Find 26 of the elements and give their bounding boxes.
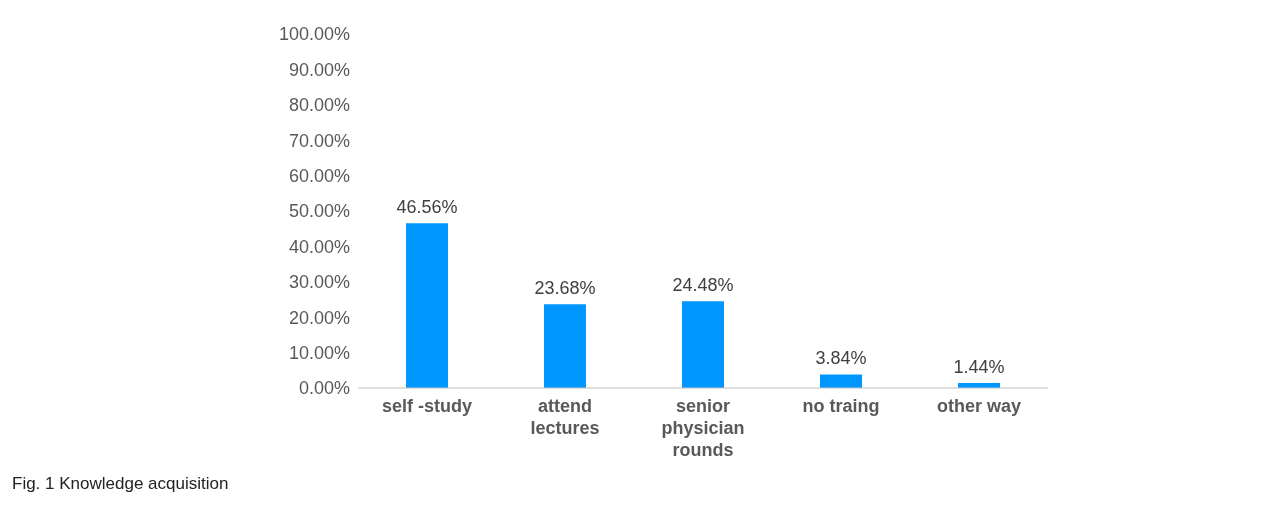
y-tick-label: 50.00%: [288, 201, 350, 222]
y-tick-label: 20.00%: [288, 307, 350, 328]
data-label: 1.44%: [953, 356, 1005, 377]
x-tick-label: senior physician rounds: [661, 396, 745, 460]
y-tick-label: 70.00%: [288, 130, 350, 151]
caption: Fig. 1 Knowledge acquisition: [12, 474, 229, 494]
x-tick-label: self -study: [381, 396, 473, 416]
data-label: 3.84%: [815, 348, 867, 369]
y-tick-label: 60.00%: [288, 165, 350, 186]
y-tick-label: 0.00%: [298, 378, 350, 399]
y-tick-label: 30.00%: [288, 272, 350, 293]
x-tick-label: other way: [936, 396, 1022, 416]
y-tick-label: 10.00%: [288, 342, 350, 363]
data-label: 46.56%: [396, 197, 458, 218]
bar: [820, 374, 862, 388]
y-tick-label: 100.00%: [278, 24, 350, 45]
x-tick-label: attend lectures: [530, 396, 600, 438]
x-tick-label: no traing: [802, 396, 880, 416]
y-tick-label: 40.00%: [288, 236, 350, 257]
y-tick-label: 90.00%: [288, 59, 350, 80]
y-tick-label: 80.00%: [288, 95, 350, 116]
data-label: 24.48%: [672, 275, 734, 296]
bar: [406, 223, 448, 388]
bar: [682, 301, 724, 388]
bar: [544, 304, 586, 388]
data-label: 23.68%: [534, 278, 596, 299]
